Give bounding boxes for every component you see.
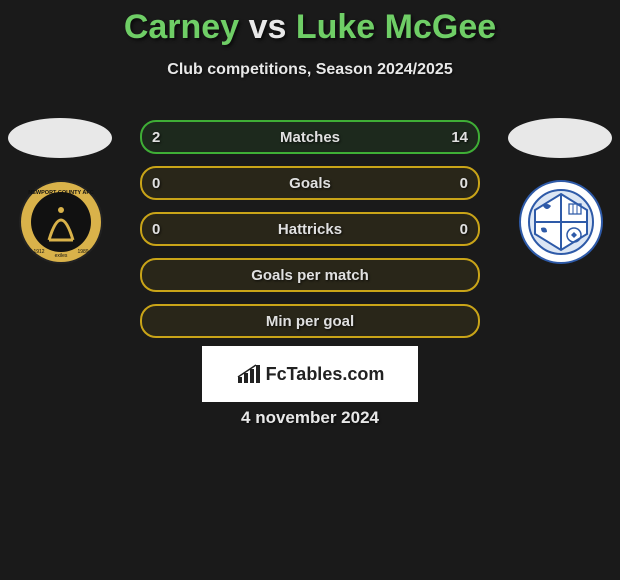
svg-text:exiles: exiles — [55, 253, 68, 259]
stat-row-hattricks: 0Hattricks0 — [140, 212, 480, 246]
player1-name: Carney — [124, 8, 239, 46]
watermark: FcTables.com — [202, 346, 418, 402]
stat-label: Hattricks — [142, 221, 478, 238]
player2-photo — [508, 118, 612, 158]
watermark-text: FcTables.com — [266, 364, 385, 385]
club-badge-right — [519, 180, 603, 264]
stat-row-goals-per-match: Goals per match — [140, 258, 480, 292]
date-label: 4 november 2024 — [0, 408, 620, 428]
vs-separator: vs — [249, 8, 287, 46]
subtitle: Club competitions, Season 2024/2025 — [0, 61, 620, 79]
player1-photo — [8, 118, 112, 158]
stat-row-min-per-goal: Min per goal — [140, 304, 480, 338]
stat-label: Goals — [142, 175, 478, 192]
stats-container: 2Matches14 0Goals0 0Hattricks0 Goals per ma… — [140, 120, 480, 350]
svg-text:NEWPORT COUNTY AFC: NEWPORT COUNTY AFC — [28, 190, 93, 196]
stat-row-goals: 0Goals0 — [140, 166, 480, 200]
chart-icon — [236, 363, 262, 385]
player2-name: Luke McGee — [296, 8, 496, 46]
stat-label: Matches — [142, 129, 478, 146]
page-title: Carney vs Luke McGee — [0, 0, 620, 47]
svg-text:1989: 1989 — [77, 249, 88, 255]
svg-text:1912: 1912 — [33, 249, 44, 255]
club-badge-left: NEWPORT COUNTY AFC 1912 exiles 1989 — [19, 180, 103, 264]
stat-row-matches: 2Matches14 — [140, 120, 480, 154]
stat-label: Goals per match — [142, 267, 478, 284]
stat-label: Min per goal — [142, 313, 478, 330]
